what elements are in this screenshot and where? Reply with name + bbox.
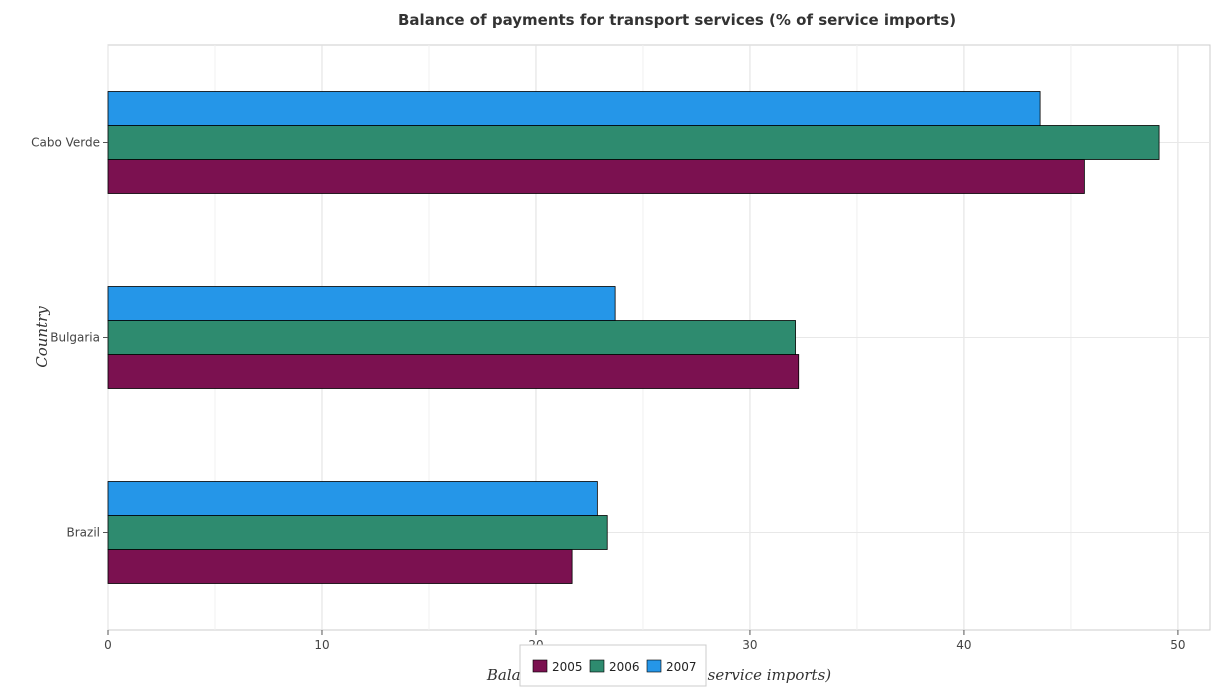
legend-label-2005: 2005 xyxy=(552,660,583,674)
bar-bulgaria-2006 xyxy=(107,320,796,355)
legend-label-2006: 2006 xyxy=(609,660,640,674)
bar-brazil-2006 xyxy=(107,515,608,550)
bars xyxy=(107,91,1160,584)
bar-cabo-verde-2006 xyxy=(107,125,1160,160)
bar-bulgaria-2007 xyxy=(107,286,616,321)
y-tick-label: Cabo Verde xyxy=(31,136,100,150)
x-tick-label: 0 xyxy=(104,638,112,652)
legend-label-2007: 2007 xyxy=(666,660,697,674)
y-axis-label: Country xyxy=(33,306,51,368)
legend-swatch-2005 xyxy=(532,659,548,673)
bar-brazil-2007 xyxy=(107,481,598,516)
y-tick-label: Brazil xyxy=(67,526,101,540)
x-tick-label: 10 xyxy=(314,638,329,652)
x-tick-label: 30 xyxy=(742,638,757,652)
bar-cabo-verde-2007 xyxy=(107,91,1041,126)
chart-title: Balance of payments for transport servic… xyxy=(398,11,956,29)
y-tick-label: Bulgaria xyxy=(50,331,100,345)
bar-bulgaria-2005 xyxy=(107,354,800,389)
bar-brazil-2005 xyxy=(107,549,573,584)
legend-swatch-2007 xyxy=(646,659,662,673)
legend-box xyxy=(519,644,707,687)
legend: 2005 2006 2007 xyxy=(519,644,707,687)
y-ticks: Brazil Bulgaria Cabo Verde xyxy=(31,136,108,540)
legend-swatch-2006 xyxy=(589,659,605,673)
bar-cabo-verde-2005 xyxy=(107,159,1085,194)
x-tick-label: 50 xyxy=(1170,638,1185,652)
x-tick-label: 40 xyxy=(956,638,971,652)
